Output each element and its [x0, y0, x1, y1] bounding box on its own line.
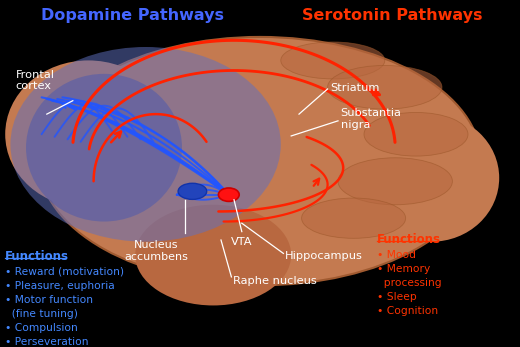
Text: • Reward (motivation): • Reward (motivation) — [5, 267, 124, 277]
Text: processing: processing — [377, 278, 441, 288]
Ellipse shape — [338, 158, 452, 205]
Text: • Motor function: • Motor function — [5, 295, 93, 305]
Text: Dopamine Pathways: Dopamine Pathways — [41, 8, 224, 23]
Ellipse shape — [178, 183, 207, 200]
Text: Functions: Functions — [5, 250, 69, 263]
Ellipse shape — [302, 198, 406, 238]
Ellipse shape — [364, 114, 499, 242]
Text: Substantia
nigra: Substantia nigra — [341, 108, 401, 130]
Ellipse shape — [328, 66, 442, 109]
Ellipse shape — [364, 112, 468, 156]
Text: (fine tuning): (fine tuning) — [5, 309, 78, 319]
Text: VTA: VTA — [231, 237, 253, 247]
Circle shape — [218, 188, 239, 201]
Text: • Sleep: • Sleep — [377, 293, 417, 302]
Ellipse shape — [135, 205, 291, 305]
Text: • Perseveration: • Perseveration — [5, 337, 89, 347]
Text: Raphe nucleus: Raphe nucleus — [233, 276, 317, 286]
Text: Hippocampus: Hippocampus — [285, 251, 363, 261]
Text: • Mood: • Mood — [377, 250, 416, 260]
Text: • Compulsion: • Compulsion — [5, 323, 78, 333]
Ellipse shape — [5, 60, 172, 208]
Ellipse shape — [26, 74, 182, 221]
Text: Striatum: Striatum — [330, 83, 380, 93]
Ellipse shape — [281, 42, 385, 79]
Text: • Memory: • Memory — [377, 264, 430, 274]
Ellipse shape — [39, 37, 481, 285]
Text: Nucleus
accumbens: Nucleus accumbens — [124, 240, 188, 262]
Ellipse shape — [10, 47, 281, 242]
Text: • Pleasure, euphoria: • Pleasure, euphoria — [5, 281, 115, 291]
Text: Serotonin Pathways: Serotonin Pathways — [302, 8, 483, 23]
Text: • Cognition: • Cognition — [377, 306, 438, 316]
Text: Functions: Functions — [377, 233, 441, 246]
Text: Frontal
cortex: Frontal cortex — [16, 70, 55, 91]
